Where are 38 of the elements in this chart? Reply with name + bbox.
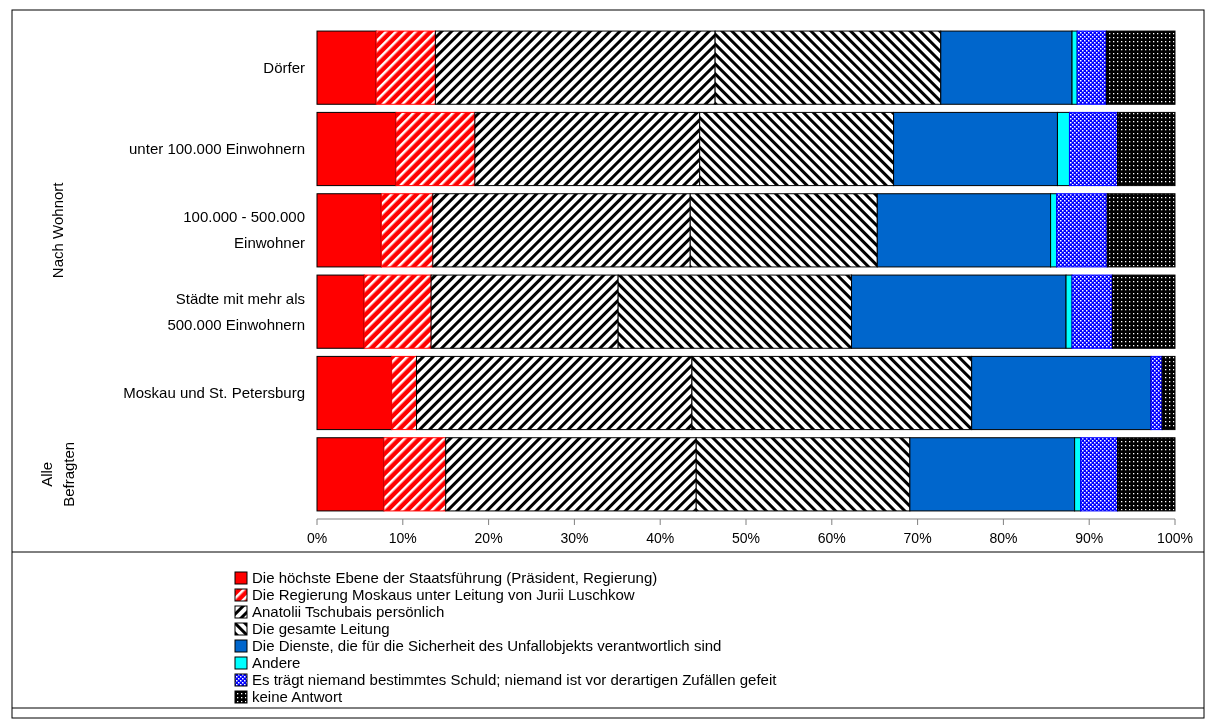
bar bbox=[1080, 437, 1119, 512]
x-tick-label: 40% bbox=[646, 530, 675, 546]
legend-label: keine Antwort bbox=[252, 688, 343, 705]
bar bbox=[1076, 30, 1107, 105]
bar bbox=[1117, 111, 1176, 187]
y-tick-label: Dörfer bbox=[263, 58, 305, 76]
bar bbox=[1117, 437, 1176, 512]
bar bbox=[1111, 274, 1176, 349]
bar bbox=[1150, 355, 1163, 431]
bar bbox=[1105, 30, 1176, 105]
text: Nach Wohnort bbox=[49, 181, 66, 279]
y-tick-label: unter 100.000 Einwohnern bbox=[129, 140, 305, 157]
bar bbox=[1071, 274, 1113, 349]
legend-label: Es trägt niemand bestimmtes Schuld; niemand ist vor derartigen Zufällen gefeit bbox=[252, 671, 778, 688]
bar bbox=[1106, 193, 1176, 268]
x-tick-label: 80% bbox=[989, 530, 1018, 546]
legend-label: Anatolii Tschubais persönlich bbox=[252, 603, 445, 620]
y-tick-label: Städte mit mehr als 500.000 Einwohnern bbox=[167, 289, 305, 333]
bar bbox=[1056, 193, 1108, 268]
y-tick-label: Moskau und St. Petersburg bbox=[123, 384, 305, 401]
legend-label: Die gesamte Leitung bbox=[252, 620, 390, 637]
legend-label: Die höchste Ebene der Staatsführung (Präsident, Regierung) bbox=[252, 569, 658, 586]
legend-label: Die Regierung Moskaus unter Leitung von Jurii Luschkow bbox=[252, 586, 635, 603]
x-tick-label: 30% bbox=[560, 530, 589, 546]
x-tick-label: 90% bbox=[1075, 530, 1104, 546]
x-tick-label: 60% bbox=[817, 530, 846, 546]
legend-label: Die Dienste, die für die Sicherheit des Unfallobjekts verantwortlich sind bbox=[252, 637, 722, 654]
x-tick-label: 20% bbox=[474, 530, 503, 546]
x-tick-label: 50% bbox=[731, 530, 761, 546]
x-tick-label: 10% bbox=[388, 530, 417, 546]
text: Alle Befragten bbox=[38, 441, 77, 507]
x-tick-label: 100% bbox=[1157, 530, 1193, 546]
x-tick-label: 70% bbox=[903, 530, 932, 546]
bar bbox=[1161, 355, 1176, 431]
bar bbox=[1068, 111, 1119, 187]
y-tick-label: 100.000 - 500.000 Einwohner bbox=[183, 208, 305, 252]
x-tick-label: 0% bbox=[306, 530, 328, 546]
legend-label: Andere bbox=[252, 654, 301, 671]
